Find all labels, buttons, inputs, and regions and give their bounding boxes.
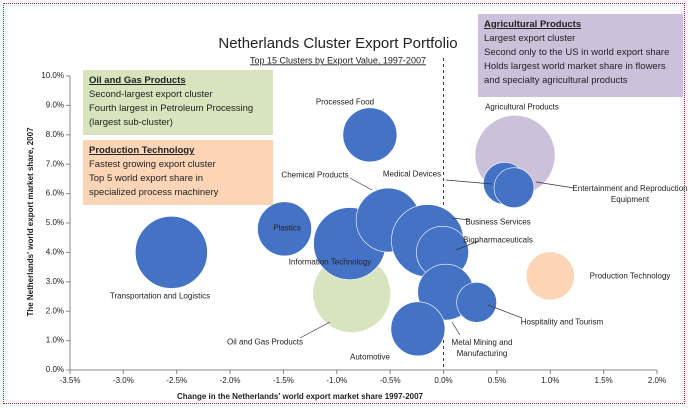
y-tick-label: 6.0% <box>46 189 64 198</box>
chart-subtitle: Top 15 Clusters by Export Value, 1997-20… <box>250 55 426 65</box>
leader-line <box>535 181 575 189</box>
x-tick-label: -1.0% <box>326 376 347 385</box>
x-tick-label: -3.5% <box>60 376 81 385</box>
frame <box>3 3 685 404</box>
bubble-label: Production Technology <box>589 271 671 281</box>
y-tick-label: 3.0% <box>46 277 64 286</box>
y-tick-label: 0.0% <box>46 365 64 374</box>
annotation-text: Second only to the US in world export sh… <box>484 47 670 58</box>
bubble-label: Medical Devices <box>382 169 442 179</box>
bubble <box>257 201 312 257</box>
bubble <box>456 282 497 323</box>
bubble <box>525 251 575 301</box>
annotation-text: Top 5 world export share in <box>89 173 204 184</box>
annotation-box: Production Technology Fastest growing exp… <box>83 140 273 205</box>
bubble-label: Processed Food <box>315 97 375 107</box>
x-tick-label: -3.0% <box>113 376 134 385</box>
chart-title: Netherlands Cluster Export Portfolio <box>218 35 457 52</box>
annotation-text: Fastest growing export cluster <box>89 159 216 170</box>
x-tick-label: -0.5% <box>380 376 401 385</box>
bubble-label: Transportation and Logistics <box>109 291 211 301</box>
bubble-label: Metal Mining and Manufacturing <box>451 338 513 358</box>
x-tick-label: 0.0% <box>434 376 452 385</box>
leader-line <box>451 321 461 336</box>
leader-line <box>349 177 373 191</box>
x-tick-label: -2.5% <box>166 376 187 385</box>
bubble <box>342 107 398 163</box>
bubble-label: Automotive <box>349 352 391 362</box>
bubble-label: Plastics <box>273 223 301 233</box>
x-tick-label: -1.5% <box>273 376 294 385</box>
x-tick-label: 2.0% <box>648 376 666 385</box>
annotation-text: Fourth largest in Petroleum Processing <box>89 103 254 114</box>
y-tick-label: 5.0% <box>46 218 64 227</box>
annotation-text: Second-largest export cluster <box>89 89 213 100</box>
annotation-box: Agricultural Products Largest export clus… <box>478 14 683 97</box>
x-tick-label: 1.5% <box>595 376 613 385</box>
y-tick-label: 1.0% <box>46 336 64 345</box>
annotation-text: (largest sub-cluster) <box>89 117 173 128</box>
annotation-text: specialized process machinery <box>89 187 219 198</box>
annotation-text: Holds largest world market share in flow… <box>484 61 666 72</box>
bubble <box>390 301 446 357</box>
y-tick-label: 9.0% <box>46 101 64 110</box>
x-axis-label: Change in the Netherlands' world export … <box>177 392 424 401</box>
y-axis-label: The Netherlands' world export market sha… <box>26 127 35 317</box>
leader-line <box>299 321 331 339</box>
annotation-text: Largest export cluster <box>484 33 576 44</box>
y-tick-label: 7.0% <box>46 159 64 168</box>
bubble-label: Chemical Products <box>281 170 349 180</box>
leader-line <box>487 304 523 319</box>
bubble <box>493 167 535 209</box>
x-tick-label: -2.0% <box>220 376 241 385</box>
annotation-title: Agricultural Products <box>484 19 582 30</box>
bubble <box>135 216 208 289</box>
y-tick-label: 10.0% <box>41 71 64 80</box>
y-tick-label: 8.0% <box>46 130 64 139</box>
annotation-box: Oil and Gas Products Second-largest expor… <box>83 70 273 135</box>
x-tick-label: 1.0% <box>541 376 559 385</box>
bubble-label: Biopharmaceuticals <box>463 235 533 245</box>
x-tick-label: 0.5% <box>488 376 506 385</box>
bubble-label: Business Services <box>465 217 531 227</box>
bubble-label: Information Technology <box>288 257 372 267</box>
annotation-title: Production Technology <box>89 145 195 156</box>
leader-line <box>445 179 493 185</box>
bubble-label: Oil and Gas Products <box>226 337 304 347</box>
leader-line <box>455 240 479 251</box>
annotation-text: and specialty agricultural products <box>484 75 628 86</box>
bubble-label: Hospitality and Tourism <box>520 317 604 327</box>
y-tick-label: 2.0% <box>46 306 64 315</box>
bubble-label: Agricultural Products <box>485 102 559 112</box>
y-tick-label: 4.0% <box>46 248 64 257</box>
leader-line <box>451 217 471 221</box>
annotation-title: Oil and Gas Products <box>89 75 186 86</box>
bubble-label: Entertainment and Reproduction Equipment <box>572 184 688 204</box>
